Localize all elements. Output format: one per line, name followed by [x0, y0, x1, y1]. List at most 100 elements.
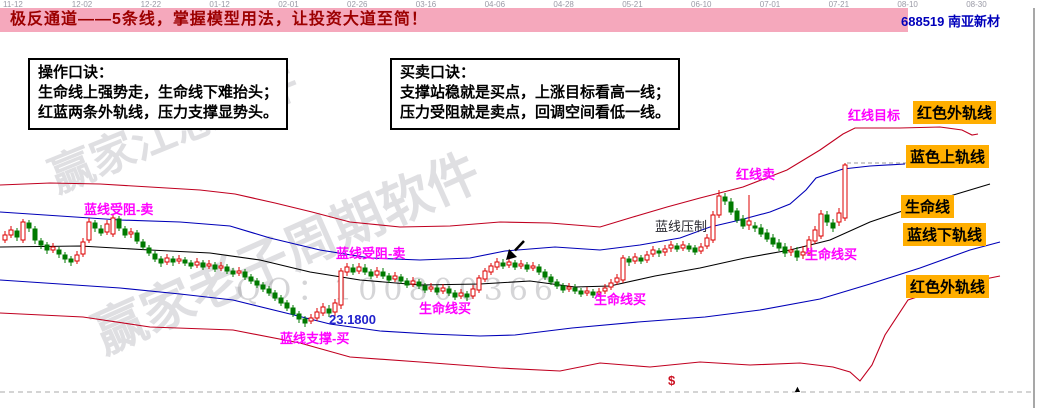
- candle-down: [824, 214, 830, 223]
- candle-down: [116, 218, 122, 229]
- candle-up: [566, 286, 572, 290]
- candle-up: [308, 317, 314, 322]
- candle-down: [542, 271, 548, 278]
- candle-up: [842, 164, 848, 219]
- candle-down: [158, 258, 164, 264]
- candle-up: [662, 248, 668, 253]
- ann-blue-resist-sell-1: 蓝线受阻-卖: [84, 202, 154, 217]
- candle-down: [560, 285, 566, 291]
- triangle-mark: ▲: [793, 384, 802, 394]
- axis-date-label: 04-06: [484, 0, 506, 9]
- candle-down: [224, 266, 230, 272]
- candle-down: [422, 285, 428, 291]
- candle-down: [98, 228, 104, 234]
- candle-up: [704, 237, 710, 247]
- trading-recital-line2: 压力受阻就是卖点，回调空间看低一线。: [400, 104, 671, 121]
- candle-down: [722, 196, 728, 202]
- ann-life-buy-2: 生命线买: [594, 292, 647, 307]
- candle-up: [356, 266, 362, 272]
- label-blue-upper: 蓝色上轨线: [906, 145, 990, 168]
- candle-up: [332, 302, 338, 313]
- candle-down: [500, 262, 506, 267]
- ann-life-buy-3: 生命线买: [805, 247, 858, 262]
- candle-up: [710, 214, 716, 241]
- candle-down: [794, 250, 800, 258]
- candle-down: [512, 262, 518, 268]
- candle-up: [110, 217, 116, 235]
- candle-down: [44, 244, 50, 251]
- candle-up: [806, 239, 812, 254]
- candle-down: [734, 210, 740, 221]
- candle-down: [674, 245, 680, 250]
- candle-up: [596, 291, 602, 295]
- axis-date-label: 05-21: [622, 0, 643, 9]
- candle-down: [302, 318, 308, 324]
- candle-down: [758, 227, 764, 235]
- candle-down: [578, 290, 584, 295]
- candle-up: [632, 256, 638, 262]
- candle-up: [482, 270, 488, 280]
- candle-up: [716, 195, 722, 216]
- candle-up: [164, 257, 170, 263]
- candle-down: [554, 281, 560, 287]
- axis-date-label: 06-10: [691, 0, 712, 9]
- candle-down: [212, 264, 218, 270]
- candle-down: [692, 247, 698, 253]
- candle-up: [80, 241, 86, 255]
- candle-up: [320, 306, 326, 314]
- axis-date-label: 01-12: [209, 0, 230, 9]
- candle-down: [446, 288, 452, 294]
- candle-up: [602, 287, 608, 292]
- ann-blue-resist-sell-2: 蓝线受阻-卖: [336, 246, 406, 261]
- candle-up: [650, 249, 656, 255]
- candle-down: [434, 287, 440, 293]
- candle-up: [746, 220, 752, 226]
- candle-up: [518, 263, 524, 267]
- candle-up: [668, 244, 674, 249]
- axis-date-label: 03-16: [415, 0, 437, 9]
- candle-down: [590, 291, 596, 296]
- candle-down: [266, 288, 272, 294]
- candle-down: [464, 293, 470, 298]
- ann-blue-suppress: 蓝线压制: [655, 219, 708, 234]
- candle-down: [416, 281, 422, 287]
- candle-down: [656, 250, 662, 254]
- candle-down: [386, 275, 392, 281]
- candle-down: [770, 237, 776, 245]
- candle-up: [608, 282, 614, 288]
- candle-up: [470, 288, 476, 297]
- operation-recital-line2: 红蓝两条外轨线，压力支撑显势头。: [38, 104, 279, 121]
- operation-recital-line1: 生命线上强势走，生命线下难抬头；: [38, 84, 279, 101]
- candle-down: [170, 258, 176, 263]
- candle-up: [698, 246, 704, 252]
- candle-down: [152, 253, 158, 260]
- candle-down: [686, 245, 692, 250]
- candle-down: [296, 313, 302, 320]
- candle-down: [404, 280, 410, 286]
- axis-date-label: 08-30: [966, 0, 987, 9]
- candle-up: [506, 261, 512, 266]
- pointer-arrow-shaft: [514, 240, 525, 252]
- channel-line-红色外轨线-上: [0, 126, 979, 228]
- candle-down: [728, 201, 734, 213]
- candle-down: [278, 297, 284, 304]
- candle-down: [242, 271, 248, 278]
- candle-up: [488, 265, 494, 273]
- candle-down: [122, 228, 128, 236]
- candle-up: [338, 270, 344, 306]
- candle-down: [524, 264, 530, 270]
- candle-up: [374, 270, 380, 276]
- candle-down: [350, 267, 356, 273]
- axis-date-label: 02-01: [278, 0, 299, 9]
- candle-down: [92, 222, 98, 229]
- candle-up: [218, 265, 224, 269]
- pointer-arrow-head: [506, 249, 517, 260]
- candle-up: [584, 290, 590, 294]
- ann-price-low: 23.1800: [329, 312, 376, 327]
- candle-up: [800, 251, 806, 256]
- ann-life-buy-1: 生命线买: [419, 301, 472, 316]
- candle-down: [638, 257, 644, 262]
- candle-up: [476, 277, 482, 291]
- candle-up: [206, 263, 212, 267]
